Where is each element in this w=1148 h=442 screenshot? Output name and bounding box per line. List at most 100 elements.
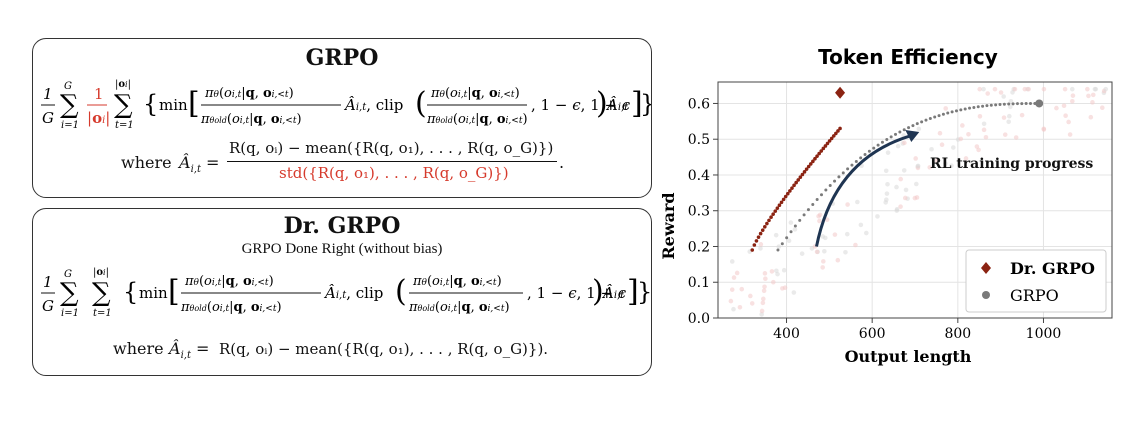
background-point (1008, 99, 1014, 104)
background-point (1090, 100, 1095, 105)
grpo-trajectory-point (889, 135, 893, 139)
svg-text:, 1 − ϵ, 1 + ϵ: , 1 − ϵ, 1 + ϵ (527, 284, 627, 302)
drgrpo-trajectory-point (775, 206, 780, 210)
svg-text:i=1: i=1 (61, 308, 79, 319)
svg-text:1: 1 (94, 85, 104, 103)
grpo-trajectory-point (989, 103, 993, 107)
grpo-title: GRPO (305, 45, 379, 71)
grpo-trajectory-point (981, 104, 985, 108)
svg-text:πθold(oi,t|q, oi,<t): πθold(oi,t|q, oi,<t) (426, 112, 528, 127)
background-point (981, 121, 987, 127)
drgrpo-trajectory-point (813, 156, 817, 161)
drgrpo-objective-equation: 1 G G ∑ i=1 |oi| ∑ t=1 { min [ πθ(oi,t|q… (41, 267, 651, 319)
background-point (759, 312, 764, 317)
svg-text:min: min (159, 96, 188, 114)
svg-text:|oi|: |oi| (87, 109, 110, 127)
grpo-trajectory-point (859, 156, 863, 160)
grpo-trajectory-point (802, 213, 806, 217)
background-point (981, 127, 987, 133)
drgrpo-trajectory-point (777, 203, 782, 207)
background-point (927, 165, 933, 170)
grpo-trajectory-point (833, 179, 837, 183)
background-point (731, 306, 736, 312)
grpo-trajectory-point (907, 126, 911, 130)
grpo-trajectory-point (867, 149, 871, 153)
grpo-trajectory-point (976, 105, 980, 109)
background-point (934, 158, 940, 164)
grpo-trajectory-point (902, 128, 906, 132)
background-point (729, 259, 735, 264)
grpo-objective-equation: 1 G G ∑ i=1 1 |oi| |oi| ∑ t=1 { min [ πθ… (41, 79, 651, 131)
background-point (916, 126, 922, 132)
background-point (1054, 105, 1059, 111)
background-point (858, 222, 864, 228)
grpo-trajectory-point (885, 138, 889, 142)
background-point (762, 284, 767, 290)
x-tick-label: 800 (944, 326, 971, 342)
background-point (822, 248, 827, 254)
background-point (799, 251, 805, 256)
svg-text:|oi|: |oi| (115, 79, 131, 90)
grpo-trajectory-point (798, 218, 802, 222)
drgrpo-trajectory-point (752, 243, 757, 247)
grpo-trajectory-point (872, 146, 876, 150)
background-point (983, 134, 989, 140)
background-point (943, 161, 948, 166)
svg-text:, 1 − ϵ, 1 + ϵ: , 1 − ϵ, 1 + ϵ (531, 96, 631, 114)
drgrpo-trajectory-point (781, 197, 786, 202)
svg-text:πθ(oi,t|q, oi,<t): πθ(oi,t|q, oi,<t) (412, 274, 502, 289)
background-point (1041, 86, 1047, 92)
svg-text:|oi|: |oi| (93, 267, 109, 278)
training-progress-arrow (815, 133, 914, 247)
drgrpo-trajectory-point (806, 164, 811, 169)
drgrpo-trajectory-point (783, 194, 788, 199)
drgrpo-trajectory-point (831, 134, 836, 138)
drgrpo-trajectory-point (838, 126, 842, 131)
background-point (816, 213, 821, 219)
drgrpo-formula-box: Dr. GRPO GRPO Done Right (without bias) … (32, 208, 652, 376)
legend-drgrpo-marker (981, 262, 991, 274)
background-point (985, 91, 991, 96)
legend-grpo-label: GRPO (1010, 286, 1059, 305)
grpo-trajectory-point (915, 122, 919, 126)
background-point (1063, 113, 1068, 118)
background-point (902, 195, 908, 201)
background-point (758, 246, 763, 251)
background-point (728, 298, 734, 304)
svg-text:min: min (139, 284, 168, 302)
drgrpo-trajectory-point (779, 200, 784, 205)
svg-text:]: ] (627, 274, 639, 309)
svg-text:πθ(oi,t|q, oi,<t): πθ(oi,t|q, oi,<t) (184, 274, 274, 289)
background-point (731, 275, 737, 280)
grpo-trajectory-point (789, 230, 793, 234)
drgrpo-trajectory-point (819, 149, 824, 153)
background-point (863, 230, 869, 236)
drgrpo-trajectory-point (750, 248, 755, 252)
background-point (792, 227, 798, 232)
background-point (775, 271, 780, 277)
grpo-advantage-numerator: R(q, oᵢ) − mean({R(q, o₁), . . . , R(q, … (229, 139, 554, 157)
chart-title: Token Efficiency (818, 45, 998, 69)
drgrpo-trajectory-point (767, 218, 771, 223)
grpo-trajectory-point (920, 120, 924, 124)
drgrpo-trajectory-point (785, 191, 790, 196)
background-point (963, 156, 969, 161)
background-point (855, 199, 860, 205)
svg-text:Âi,t, clip: Âi,t, clip (343, 96, 403, 114)
svg-text:πθ(oi,t|q, oi,<t): πθ(oi,t|q, oi,<t) (430, 86, 520, 101)
grpo-trajectory-point (1015, 102, 1019, 106)
grpo-trajectory-point (837, 175, 841, 179)
grpo-trajectory-point (954, 109, 958, 113)
background-point (1007, 113, 1012, 119)
svg-text:Âi,t: Âi,t (601, 284, 625, 302)
drgrpo-trajectory-point (823, 144, 828, 148)
background-point (912, 195, 918, 201)
drgrpo-trajectory-point (817, 151, 821, 156)
svg-text:}: } (640, 90, 651, 118)
background-point (782, 285, 788, 291)
background-point (883, 168, 889, 174)
background-point (914, 181, 919, 187)
grpo-trajectory-point (841, 171, 845, 175)
background-point (734, 270, 740, 276)
svg-text:1: 1 (43, 273, 53, 291)
